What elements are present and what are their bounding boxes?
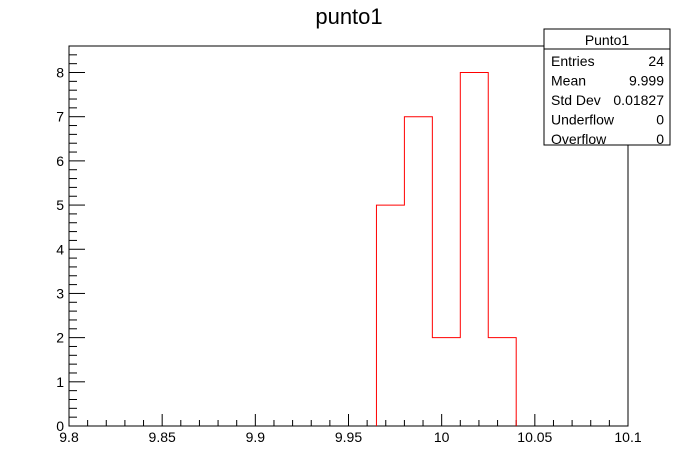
x-tick-label: 10 [434, 429, 450, 445]
stats-row-value: 24 [648, 53, 664, 69]
y-tick-label: 8 [56, 65, 64, 81]
y-tick-labels: 0 1 2 3 4 5 6 7 8 [56, 65, 64, 434]
x-tick-labels: 9.8 9.85 9.9 9.95 10 10.05 10.1 [59, 429, 642, 445]
axis-ticks [68, 45, 629, 427]
stats-row-label: Overflow [551, 131, 607, 147]
stats-box-rows: Entries 24 Mean 9.999 Std Dev 0.01827 Underflo… [551, 53, 664, 147]
y-tick-label: 0 [56, 418, 64, 434]
y-tick-label: 7 [56, 109, 64, 125]
y-tick-label: 2 [56, 330, 64, 346]
stats-row-value: 0 [656, 112, 664, 128]
x-tick-label: 9.95 [335, 429, 362, 445]
x-tick-label: 9.8 [59, 429, 79, 445]
y-tick-label: 6 [56, 153, 64, 169]
chart-title: punto1 [315, 4, 382, 29]
stats-row-value: 9.999 [629, 73, 664, 89]
x-tick-label: 10.05 [517, 429, 552, 445]
stats-row-value: 0.01827 [613, 92, 664, 108]
stats-row-label: Std Dev [551, 92, 601, 108]
y-tick-label: 4 [56, 241, 64, 257]
stats-box-title: Punto1 [585, 32, 630, 48]
histogram-series-line [375, 72, 517, 426]
stats-row-value: 0 [656, 131, 664, 147]
stats-row-label: Entries [551, 53, 595, 69]
y-tick-label: 5 [56, 197, 64, 213]
y-tick-label: 3 [56, 285, 64, 301]
stats-row-label: Mean [551, 73, 586, 89]
stats-row-label: Underflow [551, 112, 615, 128]
x-tick-label: 10.1 [614, 429, 641, 445]
y-tick-label: 1 [56, 374, 64, 390]
x-tick-label: 9.9 [246, 429, 266, 445]
x-tick-label: 9.85 [149, 429, 176, 445]
stats-box-frame [543, 28, 671, 146]
stats-box[interactable]: Punto1 Entries 24 Mean 9.999 Std Dev 0.01827 U… [543, 28, 671, 147]
